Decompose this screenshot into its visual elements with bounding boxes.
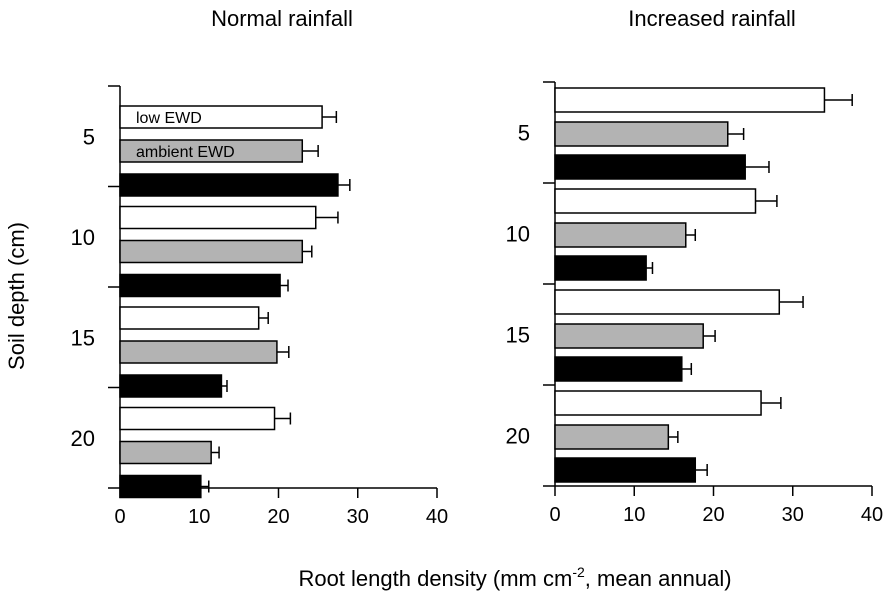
depth-label: 20: [71, 426, 95, 451]
panel-normal-rainfall: Normal rainfall 0 10 20 30 40 5 low EWD ambient …: [71, 6, 449, 528]
x-tick-label: 30: [347, 506, 369, 528]
x-tick-label: 30: [782, 504, 804, 526]
depth-label: 5: [83, 124, 95, 149]
panel-title: Normal rainfall: [211, 6, 353, 31]
x-axis-label: Root length density (mm cm-2, mean annua…: [298, 564, 731, 591]
x-tick-label: 0: [114, 506, 125, 528]
bar-low-ewd: [119, 205, 317, 230]
bar-high-ewd: [119, 273, 281, 298]
y-axis-label: Soil depth (cm): [4, 222, 29, 370]
x-tick-label: 20: [267, 506, 289, 528]
bar-high-ewd: [119, 474, 202, 499]
x-tick-label: 0: [549, 504, 560, 526]
x-axis-label-superscript: -2: [572, 564, 585, 580]
x-tick-label: 40: [426, 506, 448, 528]
bar-low-ewd: [554, 289, 781, 315]
x-tick-label: 40: [861, 504, 883, 526]
bar-low-ewd: [119, 306, 260, 330]
legend-label: low EWD: [136, 110, 202, 127]
bar-ambient-ewd: [119, 440, 212, 465]
bar-low-ewd: [119, 406, 276, 431]
bar-ambient-ewd: [554, 424, 670, 450]
depth-label: 5: [518, 121, 530, 146]
x-tick-label: 10: [623, 504, 645, 526]
bar-high-ewd: [119, 374, 223, 398]
depth-label: 10: [71, 225, 95, 250]
bar-low-ewd: [554, 390, 762, 416]
bar-ambient-ewd: [119, 340, 278, 364]
panel-increased-rainfall: Increased rainfall 0 10 20 30 40 5 10 15 20: [506, 6, 884, 526]
x-axis-label-tail: , mean annual): [585, 566, 732, 591]
legend-label: high EWD: [136, 178, 208, 195]
bar-high-ewd: [554, 457, 697, 483]
bar-high-ewd: [554, 255, 647, 281]
depth-label: 10: [506, 222, 530, 247]
depth-label: 20: [506, 424, 530, 449]
depth-label: 15: [506, 323, 530, 348]
bar-ambient-ewd: [554, 222, 687, 248]
bar-ambient-ewd: [554, 323, 704, 349]
panel-title: Increased rainfall: [628, 6, 796, 31]
bar-low-ewd: [554, 87, 826, 113]
legend-label: ambient EWD: [136, 144, 235, 161]
depth-label: 15: [71, 325, 95, 350]
bar-ambient-ewd: [554, 121, 729, 147]
bar-high-ewd: [554, 356, 683, 382]
bar-high-ewd: [554, 154, 746, 180]
bar-ambient-ewd: [119, 239, 304, 264]
x-tick-label: 20: [702, 504, 724, 526]
bar-low-ewd: [554, 188, 757, 214]
x-tick-label: 10: [188, 506, 210, 528]
x-axis-label-main: Root length density (mm cm: [298, 566, 572, 591]
